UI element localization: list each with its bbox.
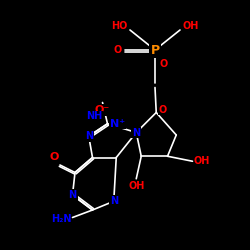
Text: P: P — [150, 44, 160, 57]
Text: N⁺: N⁺ — [110, 119, 125, 129]
Text: NH: NH — [86, 111, 102, 121]
Text: HO: HO — [111, 21, 128, 31]
Text: H₂N: H₂N — [51, 214, 71, 224]
Text: O: O — [113, 45, 121, 55]
Text: OH: OH — [182, 21, 199, 31]
Text: OH: OH — [128, 181, 144, 191]
Text: N: N — [110, 196, 118, 206]
Text: O⁻: O⁻ — [95, 105, 110, 115]
Text: O: O — [160, 59, 168, 69]
Text: N: N — [68, 190, 76, 200]
Text: OH: OH — [194, 156, 210, 166]
Text: N: N — [132, 128, 140, 138]
Text: O: O — [159, 105, 167, 115]
Text: N: N — [85, 131, 93, 141]
Text: O: O — [50, 152, 59, 162]
